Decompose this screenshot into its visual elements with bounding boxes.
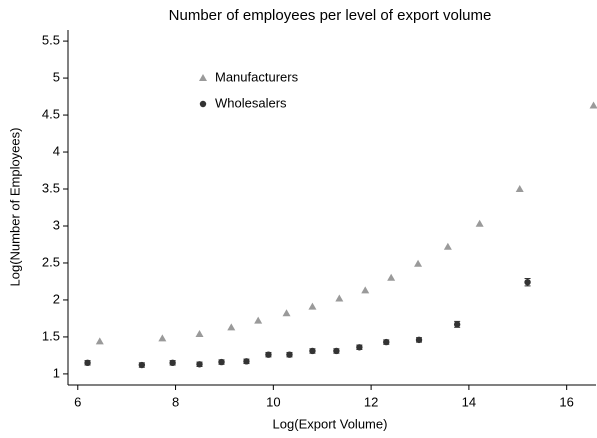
triangle-marker [361, 286, 370, 294]
triangle-marker [254, 316, 263, 324]
circle-marker [286, 351, 293, 358]
triangle-marker [335, 294, 344, 302]
x-axis-label: Log(Export Volume) [273, 416, 388, 431]
triangle-marker [158, 334, 167, 342]
y-tick-label: 3.5 [42, 180, 60, 195]
triangle-marker [227, 323, 236, 331]
y-tick-label: 2 [53, 291, 60, 306]
circle-marker [415, 336, 423, 344]
circle-marker [453, 321, 461, 328]
x-tick-label: 12 [364, 394, 378, 409]
triangle-marker [589, 101, 597, 109]
circle-marker [243, 358, 250, 365]
triangle-marker [308, 302, 317, 310]
chart-title: Number of employees per level of export … [169, 7, 492, 24]
y-tick-label: 4.5 [42, 106, 60, 121]
x-tick-label: 16 [559, 394, 573, 409]
circle-marker [138, 361, 146, 369]
y-tick-label: 4 [53, 143, 60, 158]
triangle-marker [515, 185, 524, 193]
circle-marker [169, 359, 176, 367]
y-axis-label: Log(Number of Employees) [7, 128, 22, 287]
y-tick-label: 5 [53, 70, 60, 85]
triangle-marker [195, 329, 204, 337]
triangle-marker [387, 273, 396, 281]
triangle-marker [475, 219, 484, 227]
legend-label: Wholesalers [215, 95, 287, 110]
circle-marker [333, 347, 340, 355]
circle-marker [84, 359, 91, 367]
x-tick-label: 14 [462, 394, 476, 409]
circle-marker [218, 358, 225, 366]
circle-marker [265, 351, 272, 358]
triangle-marker [199, 74, 207, 81]
y-tick-label: 1.5 [42, 328, 60, 343]
circle-marker [199, 100, 207, 108]
circle-marker [356, 344, 363, 351]
circle-marker [196, 361, 203, 368]
triangle-marker [95, 337, 104, 345]
y-tick-label: 3 [53, 217, 60, 232]
triangle-marker [414, 259, 423, 267]
x-tick-label: 10 [266, 394, 280, 409]
circle-marker [309, 347, 316, 355]
triangle-marker [282, 309, 291, 317]
y-tick-label: 2.5 [42, 254, 60, 269]
y-tick-label: 1 [53, 365, 60, 380]
legend-label: Manufacturers [215, 69, 299, 84]
x-tick-label: 6 [74, 394, 81, 409]
circle-marker [383, 338, 390, 346]
triangle-marker [443, 242, 452, 250]
circle-marker [524, 278, 531, 286]
x-tick-label: 8 [172, 394, 179, 409]
y-tick-label: 5.5 [42, 33, 60, 48]
